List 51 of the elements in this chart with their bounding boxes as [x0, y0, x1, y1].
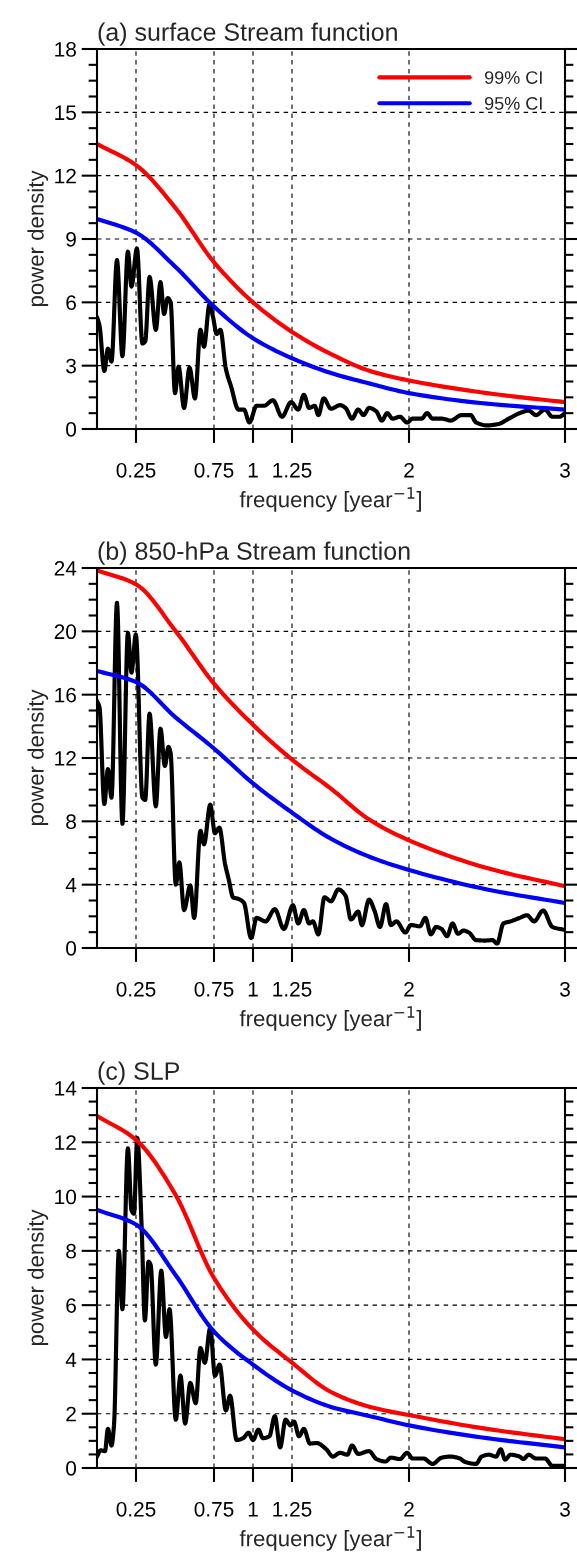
y-tick-label: 14 [55, 1081, 77, 1096]
x-tick-label: 2 [404, 1501, 414, 1517]
y-tick-label: 0 [66, 422, 77, 437]
chart-title: (c) SLP [98, 1061, 180, 1085]
y-tick-label: 3 [66, 358, 76, 374]
y-tick-label: 18 [55, 42, 76, 57]
y-tick-label: 6 [66, 295, 76, 311]
y-tick-label: 6 [66, 1298, 76, 1313]
x-tick-label: 1 [248, 463, 258, 478]
y-tick-label: 12 [55, 1135, 76, 1150]
y-tick-label: 15 [55, 105, 76, 121]
x-tick-label: 1 [248, 982, 258, 997]
y-tick-label: 10 [55, 1189, 77, 1205]
y-tick-label: 4 [65, 877, 77, 893]
x-tick-label: 0.25 [116, 981, 156, 997]
y-tick-label: 4 [65, 1352, 77, 1367]
x-tick-label: 1.25 [273, 981, 312, 997]
legend-label: 99% CI [484, 71, 542, 84]
y-axis-title: power density [27, 1209, 49, 1346]
y-tick-label: 9 [66, 232, 76, 247]
x-tick-label: 3 [560, 981, 570, 997]
x-tick-label: 0.25 [116, 462, 156, 478]
x-tick-label: 1.25 [273, 462, 312, 478]
y-tick-label: 12 [55, 168, 76, 184]
y-tick-label: 0 [66, 1461, 77, 1476]
x-tick-label: 0.25 [116, 1501, 156, 1517]
y-tick-label: 8 [66, 1243, 76, 1259]
y-axis-title: power density [27, 689, 49, 826]
x-tick-label: 1 [248, 1502, 258, 1517]
y-tick-label: 12 [55, 751, 76, 766]
x-tick-label: 0.75 [194, 1501, 234, 1517]
x-tick-label: 3 [560, 1501, 570, 1517]
x-tick-label: 3 [560, 462, 570, 478]
x-tick-label: 0.75 [194, 981, 234, 997]
x-tick-label: 2 [404, 981, 414, 997]
x-axis-title: frequency [year$^{−1}$] [239, 1006, 421, 1031]
x-axis-title: frequency [year$^{−1}$] [239, 487, 421, 512]
x-tick-label: 0.75 [194, 462, 234, 478]
y-tick-label: 20 [54, 624, 77, 640]
y-tick-label: 24 [54, 561, 77, 576]
y-tick-label: 8 [66, 814, 76, 830]
legend-label: 95% CI [484, 97, 542, 110]
y-tick-label: 0 [66, 941, 77, 956]
x-axis-title: frequency [year$^{−1}$] [239, 1526, 421, 1551]
y-tick-label: 16 [55, 687, 76, 703]
y-axis-title: power density [27, 170, 49, 307]
y-tick-label: 2 [66, 1406, 76, 1422]
x-tick-label: 2 [404, 462, 414, 478]
chart-title: (a) surface Stream function [98, 22, 397, 46]
x-tick-label: 1.25 [273, 1501, 312, 1517]
chart-title: (b) 850-hPa Stream function [98, 541, 410, 565]
